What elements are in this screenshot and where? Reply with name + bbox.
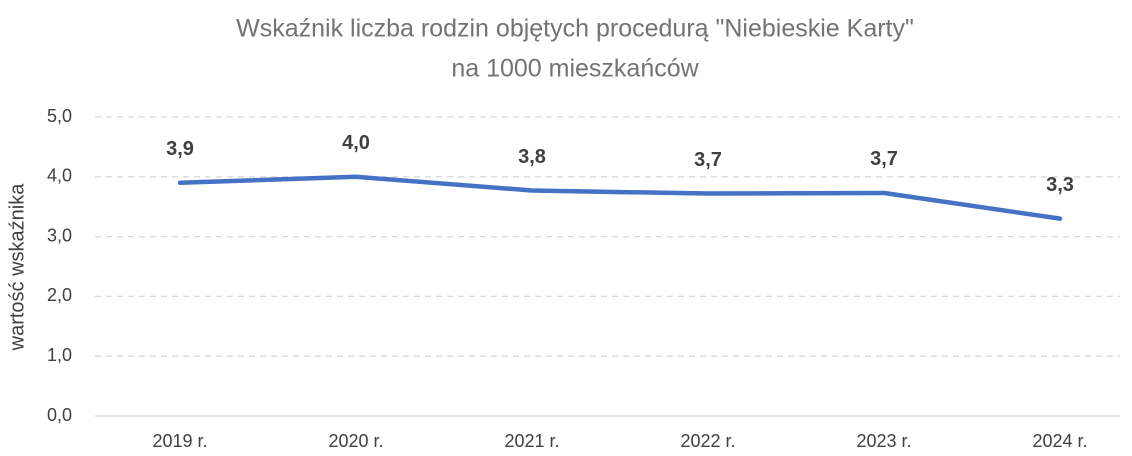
x-tick-label: 2024 r. (1032, 431, 1087, 451)
x-tick-label: 2023 r. (856, 431, 911, 451)
data-label: 4,0 (342, 132, 370, 154)
x-tick-label: 2022 r. (680, 431, 735, 451)
y-tick-label: 5,0 (47, 106, 72, 126)
y-tick-label: 2,0 (47, 285, 72, 305)
x-tick-label: 2021 r. (504, 431, 559, 451)
y-axis-label: wartość wskaźnika (6, 183, 28, 352)
y-tick-label: 3,0 (47, 225, 72, 245)
data-line (177, 174, 1063, 221)
y-tick-label: 0,0 (47, 405, 72, 425)
y-tick-label: 4,0 (47, 166, 72, 186)
data-label: 3,8 (518, 146, 546, 168)
data-label: 3,7 (694, 149, 722, 171)
x-tick-label: 2019 r. (152, 431, 207, 451)
x-tick-label: 2020 r. (328, 431, 383, 451)
y-tick-label: 1,0 (47, 345, 72, 365)
chart-title: Wskaźnik liczba rodzin objętych procedur… (236, 15, 914, 43)
data-label: 3,9 (166, 138, 194, 160)
data-label: 3,3 (1046, 174, 1074, 196)
chart-title: na 1000 mieszkańców (451, 55, 699, 83)
data-label: 3,7 (870, 148, 898, 170)
